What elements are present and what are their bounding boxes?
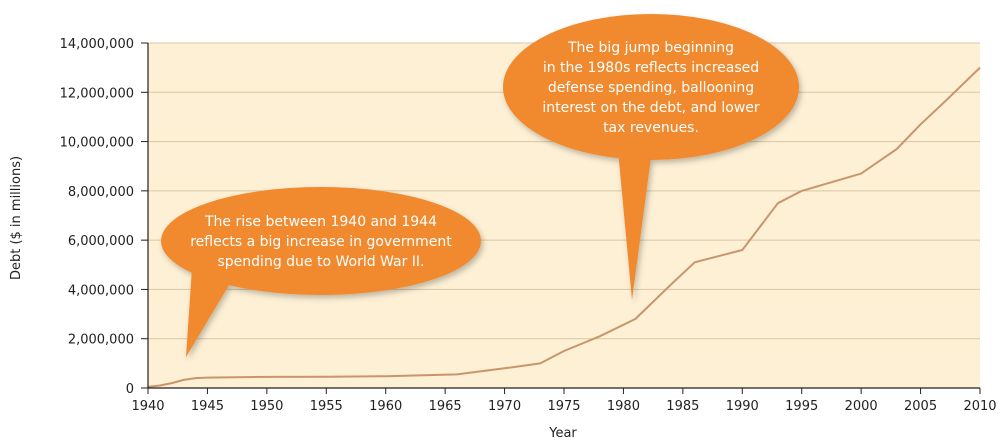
- x-tick-label: 1970: [488, 399, 521, 414]
- y-tick-label: 2,000,000: [68, 333, 134, 348]
- callout-text-line: The big jump beginning: [567, 40, 734, 56]
- callout-text-line: tax revenues.: [603, 120, 699, 136]
- x-tick-label: 1950: [250, 399, 283, 414]
- callout-text: The big jump beginning in the 1980s refle…: [542, 40, 760, 136]
- x-tick-labels: 1940 1945 1950 1955 1960 1965 1970 1975 1980 1985…: [131, 388, 997, 414]
- callout-text-line: interest on the debt, and lower: [542, 100, 760, 116]
- callout-tail: [186, 268, 232, 357]
- callout-text-line: The rise between 1940 and 1944: [204, 214, 437, 230]
- x-tick-label: 1960: [369, 399, 402, 414]
- x-tick-label: 1975: [547, 399, 580, 414]
- callouts: The big jump beginning in the 1980s refle…: [161, 14, 799, 357]
- y-tick-label: 4,000,000: [68, 283, 134, 298]
- x-tick-label: 1955: [310, 399, 343, 414]
- callout-ellipse: [503, 14, 799, 160]
- x-axis-title: Year: [548, 426, 577, 441]
- x-tick-label: 1940: [131, 399, 164, 414]
- y-tick-label: 14,000,000: [60, 37, 134, 52]
- x-tick-label: 2000: [845, 399, 878, 414]
- callout-text: The rise between 1940 and 1944 reflects a…: [190, 214, 452, 270]
- x-tick-label: 2005: [904, 399, 937, 414]
- x-tick-label: 1990: [726, 399, 759, 414]
- x-tick-label: 1965: [429, 399, 462, 414]
- x-tick-label: 2010: [963, 399, 996, 414]
- y-tick-label: 6,000,000: [68, 234, 134, 249]
- y-axis-title: Debt ($ in millions): [9, 156, 24, 280]
- data-series: [147, 66, 981, 388]
- x-tick-label: 1980: [607, 399, 640, 414]
- callout-tail: [618, 150, 652, 300]
- callout-text-line: in the 1980s reflects increased: [543, 60, 759, 76]
- callout-bubble: [503, 14, 799, 300]
- callout-text-line: reflects a big increase in government: [190, 234, 452, 250]
- y-tick-label: 8,000,000: [68, 185, 134, 200]
- x-tick-label: 1995: [785, 399, 818, 414]
- callout-ellipse: [161, 187, 481, 295]
- callout-text-line: spending due to World War II.: [218, 254, 425, 270]
- x-tick-label: 1945: [191, 399, 224, 414]
- callout-text-line: defense spending, ballooning: [548, 80, 754, 96]
- debt-line: [147, 66, 981, 388]
- y-tick-labels: 0 2,000,000 4,000,000 6,000,000 8,000,000 10,…: [60, 37, 148, 397]
- y-tick-label: 0: [126, 382, 134, 397]
- x-tick-label: 1985: [666, 399, 699, 414]
- y-tick-label: 12,000,000: [60, 86, 134, 101]
- callout-bubble: [161, 187, 481, 357]
- y-tick-label: 10,000,000: [60, 136, 134, 151]
